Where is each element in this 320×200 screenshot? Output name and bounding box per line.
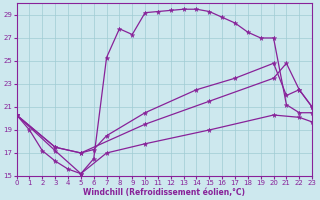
X-axis label: Windchill (Refroidissement éolien,°C): Windchill (Refroidissement éolien,°C) <box>84 188 245 197</box>
